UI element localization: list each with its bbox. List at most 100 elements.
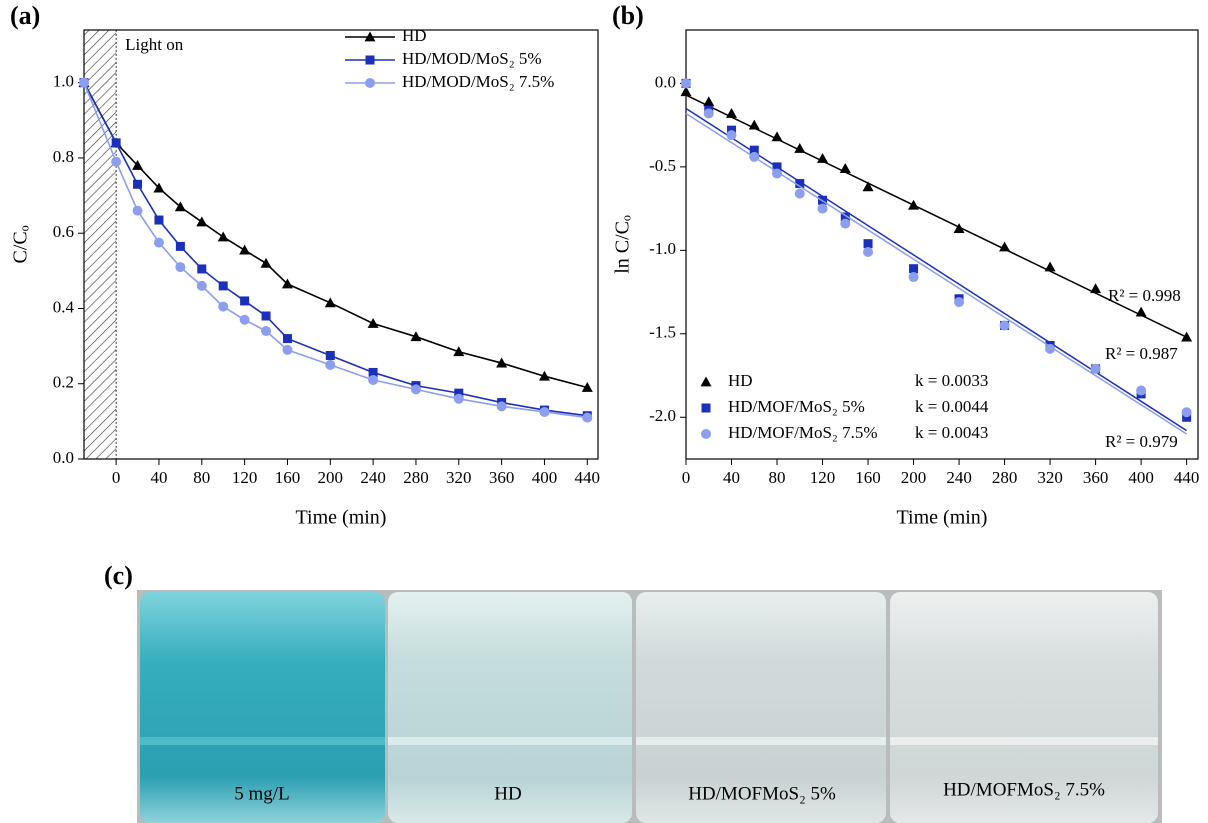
marker: [1045, 344, 1055, 354]
marker: [283, 334, 292, 343]
x-tick-label: 320: [1037, 468, 1063, 487]
marker: [154, 216, 163, 225]
marker: [154, 238, 164, 248]
legend-label: HD: [728, 371, 753, 390]
marker: [1136, 386, 1146, 396]
marker: [1091, 364, 1101, 374]
x-tick-label: 40: [723, 468, 740, 487]
marker: [909, 272, 919, 282]
marker: [1000, 320, 1010, 330]
marker: [218, 231, 229, 241]
series-line: [84, 83, 587, 388]
marker: [954, 297, 964, 307]
x-tick-label: 360: [489, 468, 515, 487]
legend-label: HD: [402, 26, 427, 45]
page: (c) 5 mg/L HD HD/MOFMoS₂ 5% HD/MOFMoS₂ 7…: [0, 0, 1208, 823]
marker: [411, 384, 421, 394]
marker: [218, 302, 228, 312]
marker: [454, 394, 464, 404]
vial-caption: HD/MOFMoS₂ 5%: [688, 783, 836, 804]
vial-rim: [388, 737, 632, 745]
x-tick-label: 440: [575, 468, 601, 487]
y-tick-label: -1.5: [649, 323, 676, 342]
y-tick-label: 0.4: [53, 297, 75, 316]
marker: [1136, 307, 1147, 317]
x-tick-label: 0: [112, 468, 121, 487]
x-tick-label: 80: [193, 468, 210, 487]
x-tick-label: 280: [403, 468, 429, 487]
marker: [863, 247, 873, 257]
marker: [240, 315, 250, 325]
photo-panel: (c) 5 mg/L HD HD/MOFMoS₂ 5% HD/MOFMoS₂ 7…: [104, 561, 1162, 823]
x-axis-title: Time (min): [296, 507, 387, 529]
marker: [582, 413, 592, 423]
marker: [1045, 262, 1056, 272]
marker: [749, 120, 760, 130]
legend-marker: [702, 404, 711, 413]
r2-label: R² = 0.987: [1105, 344, 1178, 363]
x-tick-label: 40: [150, 468, 167, 487]
x-tick-label: 360: [1083, 468, 1109, 487]
annotation: Light on: [125, 35, 184, 54]
y-axis-title: C/Cₒ: [10, 225, 32, 263]
marker: [908, 200, 919, 210]
panel-label: (b): [612, 1, 644, 30]
legend-label: HD/MOF/MoS₂ 5%: [728, 397, 865, 416]
marker: [749, 152, 759, 162]
marker: [864, 239, 873, 248]
marker: [261, 258, 272, 268]
marker: [368, 375, 378, 385]
x-tick-label: 120: [232, 468, 258, 487]
marker: [795, 189, 805, 199]
r2-label: R² = 0.998: [1108, 286, 1181, 305]
x-tick-label: 240: [360, 468, 386, 487]
x-tick-label: 320: [446, 468, 472, 487]
x-tick-label: 400: [1128, 468, 1154, 487]
marker: [197, 264, 206, 273]
marker: [219, 281, 228, 290]
marker: [681, 78, 691, 88]
marker: [772, 131, 783, 141]
marker: [239, 245, 250, 255]
marker: [817, 153, 828, 163]
legend-marker: [365, 78, 375, 88]
marker: [197, 281, 207, 291]
marker: [1181, 332, 1192, 342]
y-tick-label: 0.8: [53, 147, 74, 166]
y-tick-label: 0.0: [655, 72, 676, 91]
marker: [325, 360, 335, 370]
legend-label: HD/MOF/MoS₂ 7.5%: [728, 423, 878, 442]
x-tick-label: 160: [275, 468, 301, 487]
panel-label: (c): [104, 561, 133, 590]
y-tick-label: 0.0: [53, 448, 74, 467]
rate-label: k = 0.0044: [915, 397, 989, 416]
x-tick-label: 160: [855, 468, 881, 487]
y-tick-label: -0.5: [649, 156, 676, 175]
marker: [175, 262, 185, 272]
x-tick-label: 280: [992, 468, 1018, 487]
vial-rim: [140, 737, 385, 745]
legend-marker: [366, 56, 375, 65]
marker: [79, 78, 89, 88]
figure: (c) 5 mg/L HD HD/MOFMoS₂ 5% HD/MOFMoS₂ 7…: [0, 0, 1208, 823]
legend-marker: [701, 429, 711, 439]
marker: [325, 297, 336, 307]
y-axis-title: ln C/Cₒ: [612, 215, 634, 274]
vial-rim: [890, 737, 1158, 745]
marker: [539, 407, 549, 417]
legend-marker: [701, 377, 712, 387]
marker: [326, 351, 335, 360]
marker: [772, 169, 782, 179]
marker: [704, 108, 714, 118]
rate-label: k = 0.0043: [915, 423, 988, 442]
marker: [240, 296, 249, 305]
y-tick-label: 1.0: [53, 72, 74, 91]
marker: [196, 216, 207, 226]
vial-caption: HD: [494, 783, 521, 804]
x-tick-label: 120: [810, 468, 836, 487]
x-tick-label: 400: [532, 468, 558, 487]
series-line: [84, 83, 587, 418]
y-tick-label: -2.0: [649, 406, 676, 425]
x-tick-label: 0: [682, 468, 691, 487]
marker: [1182, 407, 1192, 417]
